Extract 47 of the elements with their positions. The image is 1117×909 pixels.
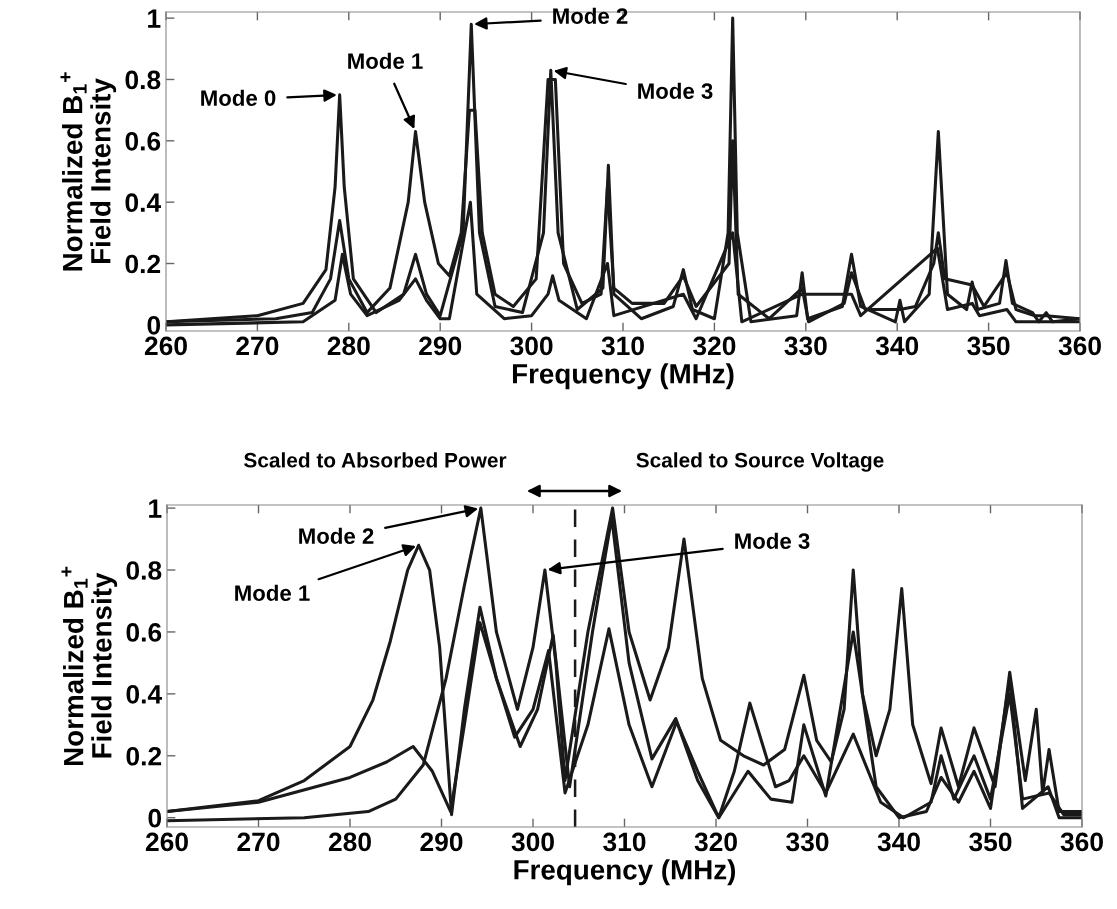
text: Scaled to Absorbed Power xyxy=(244,452,507,468)
y-tick-label: 0.8 xyxy=(125,70,161,90)
y-tick-label: 0.6 xyxy=(126,623,162,642)
annotation: Mode 3 xyxy=(735,532,810,549)
x-tick-label: 300 xyxy=(510,336,553,356)
x-tick-label: 320 xyxy=(692,336,736,356)
y-tick-label: 0.2 xyxy=(125,254,161,274)
annotation: Mode 3 xyxy=(638,82,713,99)
y-tick-label: 0.4 xyxy=(125,193,161,212)
x-tick-label: 300 xyxy=(511,832,554,852)
y-axis-title: Normalized B$_{1}$$^{+}$ Field Intensity xyxy=(60,72,117,271)
x-tick-label: 340 xyxy=(877,832,920,852)
x-tick-label: 330 xyxy=(786,832,829,852)
x-tick-label: 270 xyxy=(237,832,280,852)
x-tick-label: 290 xyxy=(420,832,463,852)
x-tick-label: 330 xyxy=(784,336,827,356)
x-tick-label: 360 xyxy=(1058,336,1101,356)
x-tick-label: 340 xyxy=(875,336,919,356)
y-tick-label: 0.8 xyxy=(126,561,162,580)
x-tick-label: 310 xyxy=(603,832,646,852)
x-tick-label: 310 xyxy=(601,336,644,356)
y-tick-label: 0.4 xyxy=(126,685,162,704)
x-tick-label: 280 xyxy=(328,832,371,852)
y-axis-title: Normalized B$_{1}$$^{+}$ Field Intensity xyxy=(61,566,118,765)
y-tick-label: 0.6 xyxy=(125,131,161,151)
x-tick-label: 350 xyxy=(969,832,1012,852)
y-tick-label: 0 xyxy=(148,808,162,828)
y-tick-label: 0 xyxy=(147,316,161,335)
x-tick-label: 360 xyxy=(1060,832,1103,852)
x-tick-label: 280 xyxy=(327,336,370,356)
x-axis-title: Frequency (MHz) xyxy=(514,859,736,886)
y-tick-label: 1 xyxy=(148,9,161,28)
x-tick-label: 290 xyxy=(419,336,462,356)
x-axis-title: Frequency (MHz) xyxy=(512,363,734,390)
annotation: Mode 1 xyxy=(235,584,310,601)
x-tick-label: 270 xyxy=(236,336,279,356)
text: Scaled to Source Voltage xyxy=(636,452,884,472)
x-tick-label: 260 xyxy=(145,832,188,852)
annotation: Mode 2 xyxy=(299,527,374,544)
x-tick-label: 320 xyxy=(694,832,737,852)
annotation: Mode 1 xyxy=(348,52,423,69)
annotation: Mode 2 xyxy=(553,7,628,24)
x-tick-label: 350 xyxy=(967,336,1010,356)
y-tick-label: 0.2 xyxy=(126,746,162,766)
y-tick-label: 1 xyxy=(149,499,162,518)
annotation: Mode 0 xyxy=(201,89,276,106)
x-tick-label: 260 xyxy=(144,336,187,356)
